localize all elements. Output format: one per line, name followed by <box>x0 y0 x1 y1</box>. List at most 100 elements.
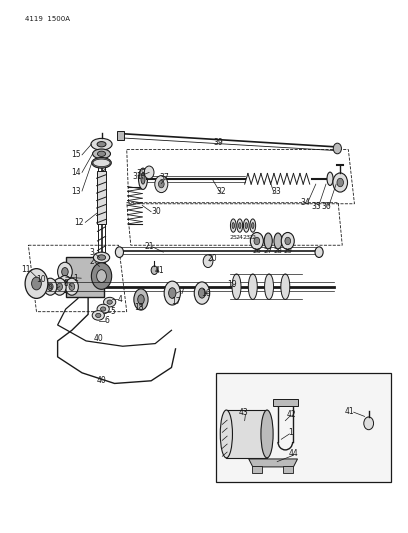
Text: 28: 28 <box>274 247 282 254</box>
Ellipse shape <box>220 410 233 458</box>
Text: 31: 31 <box>133 172 142 181</box>
Text: 41: 41 <box>345 407 355 416</box>
Ellipse shape <box>169 288 176 298</box>
Text: 20: 20 <box>207 254 217 263</box>
Circle shape <box>337 178 344 187</box>
Polygon shape <box>249 459 297 467</box>
Ellipse shape <box>232 223 235 229</box>
Text: 25: 25 <box>229 235 237 240</box>
Text: 10: 10 <box>36 275 45 284</box>
Circle shape <box>47 283 53 290</box>
Text: 26: 26 <box>253 247 261 254</box>
Text: 37: 37 <box>160 173 169 182</box>
Bar <box>216 373 391 482</box>
Text: 22: 22 <box>249 235 257 240</box>
Circle shape <box>203 255 213 268</box>
Text: 24: 24 <box>236 235 244 240</box>
Circle shape <box>151 266 157 274</box>
Ellipse shape <box>244 219 249 232</box>
Text: 35: 35 <box>311 203 321 212</box>
Text: 38: 38 <box>136 169 146 178</box>
Text: 33: 33 <box>271 187 281 196</box>
Ellipse shape <box>327 172 333 185</box>
Text: 34: 34 <box>301 198 310 207</box>
Text: 3: 3 <box>90 248 95 257</box>
Ellipse shape <box>231 219 236 232</box>
Text: 8: 8 <box>63 279 68 288</box>
Ellipse shape <box>274 233 282 249</box>
Circle shape <box>251 232 264 249</box>
Text: 36: 36 <box>321 203 331 212</box>
Bar <box>97 171 106 224</box>
Text: 11: 11 <box>21 265 31 273</box>
Text: 39: 39 <box>213 138 223 147</box>
Ellipse shape <box>199 288 205 298</box>
Ellipse shape <box>250 219 256 232</box>
Text: 41: 41 <box>155 266 164 274</box>
Circle shape <box>65 278 78 295</box>
Bar <box>283 466 293 473</box>
Text: 9: 9 <box>48 284 53 293</box>
Text: 4: 4 <box>118 295 122 304</box>
Text: 44: 44 <box>288 449 298 458</box>
Text: 14: 14 <box>71 168 81 177</box>
Ellipse shape <box>194 282 210 304</box>
Circle shape <box>31 277 41 290</box>
Ellipse shape <box>98 255 106 260</box>
Ellipse shape <box>91 139 112 150</box>
Ellipse shape <box>107 300 112 304</box>
Circle shape <box>69 283 75 290</box>
Bar <box>252 466 262 473</box>
Circle shape <box>315 247 323 257</box>
Circle shape <box>58 262 72 281</box>
Ellipse shape <box>261 410 273 458</box>
Circle shape <box>44 278 57 295</box>
Ellipse shape <box>138 295 144 304</box>
Circle shape <box>285 237 290 245</box>
Ellipse shape <box>97 304 109 314</box>
Circle shape <box>58 276 71 293</box>
Ellipse shape <box>141 173 145 184</box>
Text: 5: 5 <box>110 307 115 316</box>
Bar <box>273 399 297 406</box>
Text: 42: 42 <box>286 410 296 419</box>
Ellipse shape <box>92 158 111 168</box>
Text: 32: 32 <box>216 187 226 196</box>
Ellipse shape <box>264 233 272 249</box>
Circle shape <box>97 270 106 282</box>
Text: 13: 13 <box>71 187 81 196</box>
Circle shape <box>91 263 112 289</box>
Bar <box>226 410 267 458</box>
Text: 18: 18 <box>134 303 144 312</box>
Circle shape <box>364 417 374 430</box>
Circle shape <box>115 247 124 257</box>
Ellipse shape <box>104 297 116 307</box>
Circle shape <box>254 237 260 245</box>
Circle shape <box>62 280 68 288</box>
Text: 19: 19 <box>227 279 237 288</box>
Circle shape <box>281 232 294 249</box>
Circle shape <box>25 269 48 298</box>
Text: 2: 2 <box>90 257 95 265</box>
Ellipse shape <box>93 149 111 159</box>
Circle shape <box>53 278 66 295</box>
Text: 4119  1500A: 4119 1500A <box>25 17 70 22</box>
Text: 21: 21 <box>144 242 154 251</box>
Text: 7: 7 <box>179 287 184 296</box>
Ellipse shape <box>237 219 243 232</box>
Ellipse shape <box>281 274 290 300</box>
Text: 23: 23 <box>242 235 250 240</box>
Ellipse shape <box>95 313 101 318</box>
Circle shape <box>333 143 341 154</box>
Ellipse shape <box>248 274 257 300</box>
Ellipse shape <box>98 151 106 157</box>
Circle shape <box>57 283 62 290</box>
Circle shape <box>333 173 348 192</box>
Text: 12: 12 <box>74 218 84 227</box>
Text: 43: 43 <box>239 408 249 417</box>
Ellipse shape <box>93 159 110 166</box>
Circle shape <box>62 268 68 276</box>
Ellipse shape <box>92 311 104 320</box>
Ellipse shape <box>93 252 110 263</box>
Ellipse shape <box>239 223 241 229</box>
